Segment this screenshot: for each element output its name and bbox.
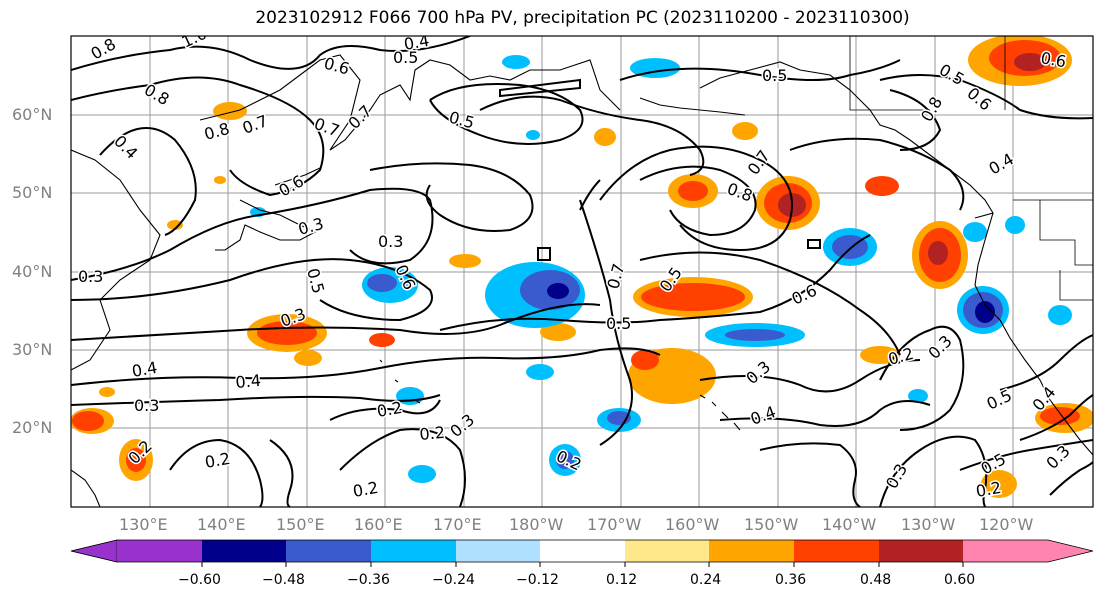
colorbar-tick-label: 0.48 — [860, 572, 892, 588]
colorbar-tick-label: −0.60 — [178, 572, 221, 588]
colorbar-segment — [794, 540, 879, 562]
precip-positive-blob — [928, 241, 948, 265]
colorbar-segment — [709, 540, 794, 562]
precip-negative-blob — [556, 451, 574, 469]
pv-contours — [71, 36, 1093, 507]
precip-positive-blob — [214, 176, 226, 184]
precip-negative-blob — [526, 130, 540, 140]
lon-label: 120°W — [979, 515, 1034, 534]
colorbar-segment — [963, 540, 1048, 562]
colorbar-segment — [879, 540, 963, 562]
colorbar-outline — [70, 539, 1094, 563]
colorbar-tick-label: 0.36 — [775, 572, 807, 588]
lat-label: 50°N — [12, 183, 53, 202]
precip-positive-blob — [99, 387, 115, 397]
precip-positive-blob — [540, 323, 576, 341]
precip-negative-blob — [526, 364, 554, 380]
contour-label: 0.4 — [235, 371, 262, 392]
colorbar-segment — [625, 540, 709, 562]
colorbar-segment — [70, 539, 118, 563]
contour-label: 0.3 — [378, 232, 403, 251]
colorbar-segment — [456, 540, 540, 562]
lon-label: 130°W — [901, 515, 956, 534]
lon-label: 160°E — [354, 515, 403, 534]
colorbar-tick-label: −0.36 — [347, 572, 390, 588]
coastlines — [71, 54, 1093, 507]
precip-positive-blob — [213, 102, 247, 120]
political-boundaries — [849, 36, 1093, 301]
colorbar-tick-label: −0.12 — [516, 572, 559, 588]
lat-label: 60°N — [12, 105, 53, 124]
colorbar-tick-label: 0.12 — [606, 572, 638, 588]
colorbar-tick-label: −0.48 — [262, 572, 305, 588]
precip-positive-blob — [732, 122, 758, 140]
precip-negative-blob — [963, 222, 987, 242]
precip-positive-blob — [678, 181, 708, 201]
precip-negative-blob — [502, 55, 530, 69]
contour-label: 0.5 — [393, 48, 418, 67]
precip-positive-blob — [631, 350, 659, 370]
lon-label: 180°W — [509, 515, 564, 534]
lon-label: 170°W — [587, 515, 642, 534]
precip-positive-blob — [167, 220, 183, 230]
lon-label: 160°W — [665, 515, 720, 534]
precip-positive-blob — [449, 254, 481, 268]
precip-positive-blob — [294, 350, 322, 366]
precip-positive-blob — [72, 411, 104, 431]
precip-positive-blob — [981, 470, 1017, 498]
map-title: 2023102912 F066 700 hPa PV, precipitatio… — [255, 8, 910, 28]
contour-label: 0.2 — [974, 478, 1002, 501]
lon-label: 150°W — [744, 515, 799, 534]
lon-label: 130°E — [119, 515, 168, 534]
precip-positive-blob — [860, 346, 900, 364]
precip-positive-blob — [865, 176, 899, 196]
lon-label: 140°W — [822, 515, 877, 534]
colorbar-segment — [117, 540, 202, 562]
lat-label: 30°N — [12, 340, 53, 359]
lat-label: 40°N — [12, 262, 53, 281]
contour-label: 0.3 — [134, 396, 159, 415]
colorbar-segment — [202, 540, 286, 562]
precip-negative-blob — [725, 329, 785, 341]
contour-label: 0.4 — [130, 358, 158, 381]
contour-label: 0.2 — [419, 423, 446, 444]
colorbar-segment — [286, 540, 371, 562]
precip-positive-blob — [1014, 53, 1046, 71]
contour-label: 0.5 — [762, 66, 787, 85]
precip-negative-blob — [1005, 216, 1025, 234]
lat-label: 20°N — [12, 418, 53, 437]
colorbar-segment — [1048, 540, 1093, 562]
precip-positive-blob — [126, 448, 146, 472]
precip-positive-blob — [369, 333, 395, 347]
colorbar — [70, 539, 1094, 567]
precip-positive-blob — [641, 283, 745, 311]
precip-negative-blob — [975, 301, 995, 323]
precip-positive-blob — [594, 128, 616, 146]
lon-label: 140°E — [197, 515, 246, 534]
colorbar-segment — [540, 540, 625, 562]
colorbar-segment — [371, 540, 456, 562]
precip-positive-blob — [1040, 407, 1080, 425]
precip-negative-blob — [1048, 305, 1072, 325]
contour-label: 0.4 — [402, 31, 430, 54]
colorbar-tick-label: 0.24 — [690, 572, 722, 588]
precip-negative-blob — [367, 274, 397, 292]
contour-label: 0.3 — [78, 267, 103, 286]
precipitation-fill — [71, 36, 1093, 498]
contour-label: 0.5 — [606, 314, 631, 333]
colorbar-tick-label: 0.60 — [944, 572, 976, 588]
map-frame — [70, 35, 1094, 508]
precip-negative-blob — [408, 465, 436, 483]
lon-label: 170°E — [433, 515, 482, 534]
precip-negative-blob — [547, 283, 569, 299]
precip-negative-blob — [908, 389, 928, 403]
lon-label: 150°E — [276, 515, 325, 534]
colorbar-tick-label: −0.24 — [432, 572, 475, 588]
